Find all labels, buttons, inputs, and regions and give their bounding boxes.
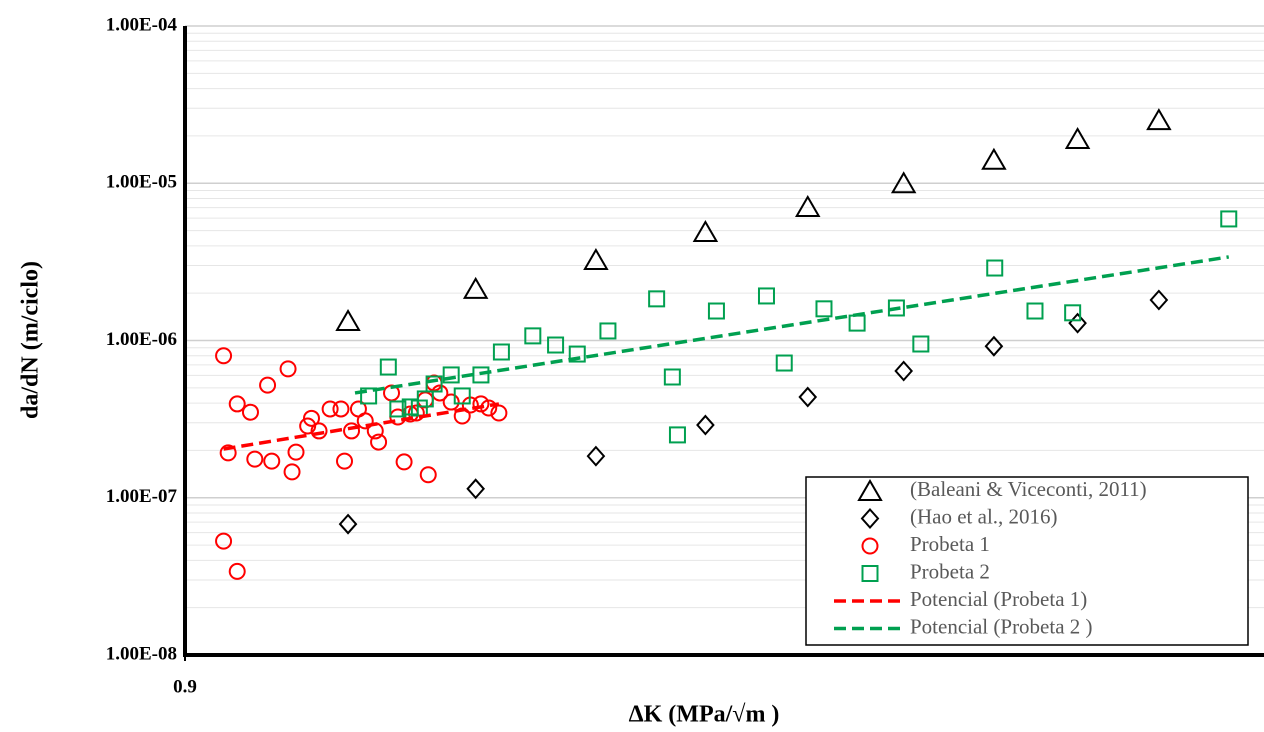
- point: [648, 290, 666, 308]
- point: [492, 343, 510, 361]
- point: [383, 384, 401, 402]
- point: [395, 453, 413, 471]
- point: [407, 404, 425, 422]
- point: [219, 444, 237, 462]
- point: [861, 565, 879, 582]
- point: [299, 417, 317, 435]
- point: [228, 395, 246, 413]
- point: [696, 414, 715, 436]
- point: [599, 322, 617, 340]
- point: [890, 171, 917, 194]
- legend-label: Probeta 2: [910, 559, 990, 583]
- point: [466, 478, 486, 500]
- point: [798, 386, 818, 408]
- x-axis-title: ΔK (MPa/√m ): [629, 702, 780, 728]
- y-tick-label: 1.00E-05: [106, 172, 177, 193]
- point: [707, 302, 725, 320]
- point: [279, 360, 297, 378]
- legend-label: Potencial (Probeta 1): [910, 587, 1087, 611]
- point: [228, 562, 246, 580]
- y-tick-label: 1.00E-04: [106, 14, 178, 35]
- point: [1149, 289, 1169, 311]
- point: [848, 314, 866, 332]
- point: [263, 452, 281, 470]
- point: [321, 400, 339, 418]
- point: [370, 433, 388, 451]
- point: [757, 287, 775, 305]
- point: [1220, 210, 1238, 228]
- point: [442, 393, 460, 411]
- point: [419, 466, 437, 484]
- point: [241, 403, 259, 421]
- point: [1068, 312, 1087, 334]
- point: [259, 376, 277, 394]
- point: [389, 400, 407, 418]
- point: [861, 537, 879, 555]
- point: [335, 309, 361, 332]
- point: [332, 400, 350, 418]
- point: [887, 299, 905, 317]
- point: [360, 387, 378, 405]
- point: [547, 336, 565, 354]
- point: [425, 375, 443, 393]
- x-tick-label: 0.9: [173, 676, 197, 697]
- point: [215, 347, 233, 365]
- point: [343, 422, 361, 440]
- point: [860, 507, 880, 530]
- point: [310, 422, 328, 440]
- point: [442, 366, 460, 384]
- point: [1064, 304, 1082, 322]
- trend-line: [223, 402, 500, 451]
- point: [568, 345, 586, 363]
- point: [981, 147, 1007, 170]
- point: [663, 368, 681, 386]
- point: [336, 452, 354, 470]
- legend-box: [805, 476, 1249, 646]
- y-axis-title: da/dN (m/ciclo): [18, 261, 44, 419]
- point: [986, 259, 1004, 277]
- point: [302, 409, 320, 427]
- legend-label: Probeta 1: [910, 532, 990, 556]
- point: [453, 387, 471, 405]
- point: [379, 358, 397, 376]
- point: [775, 354, 793, 372]
- point: [246, 450, 264, 468]
- point: [795, 195, 821, 218]
- point: [912, 335, 930, 353]
- point: [586, 445, 606, 467]
- point: [524, 327, 542, 345]
- point: [287, 443, 305, 461]
- legend-label: (Hao et al., 2016): [910, 504, 1058, 528]
- point: [338, 513, 358, 535]
- point: [215, 532, 233, 550]
- legend-label: Potencial (Probeta 2 ): [910, 614, 1093, 638]
- point: [984, 335, 1004, 357]
- point: [857, 479, 883, 501]
- point: [462, 276, 489, 299]
- y-tick-label: 1.00E-06: [106, 329, 177, 350]
- point: [1026, 302, 1044, 320]
- point: [692, 219, 719, 242]
- legend-label: (Baleani & Viceconti, 2011): [910, 477, 1147, 501]
- y-tick-label: 1.00E-07: [106, 486, 178, 507]
- point: [416, 390, 434, 408]
- trend-line: [354, 255, 1230, 395]
- point: [583, 248, 609, 271]
- point: [356, 412, 374, 430]
- point: [894, 360, 914, 382]
- point: [815, 300, 833, 318]
- point: [668, 426, 686, 444]
- point: [1064, 127, 1091, 150]
- y-tick-label: 1.00E-08: [106, 643, 177, 664]
- point: [283, 463, 301, 481]
- point: [1146, 108, 1172, 131]
